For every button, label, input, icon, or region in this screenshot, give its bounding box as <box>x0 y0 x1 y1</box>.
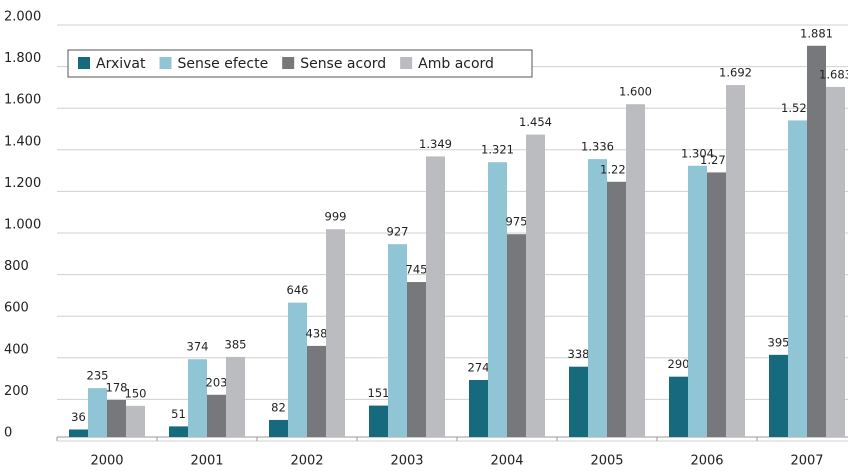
value-label: 1.272 <box>700 153 733 167</box>
bar <box>326 229 345 437</box>
y-tick-label: 1.400 <box>4 134 41 149</box>
bar <box>488 162 507 437</box>
y-tick-label: 1.200 <box>4 176 41 191</box>
bar <box>769 354 788 437</box>
y-tick-label: 200 <box>4 384 29 399</box>
bar <box>826 86 845 437</box>
bar <box>407 282 426 437</box>
bar <box>307 345 326 437</box>
bar <box>107 399 126 437</box>
bar <box>226 356 245 437</box>
value-label: 927 <box>387 225 409 239</box>
value-label: 290 <box>668 357 690 371</box>
legend-box <box>67 49 533 78</box>
bar <box>607 181 626 437</box>
bar <box>426 156 445 437</box>
value-label: 438 <box>306 326 328 340</box>
y-tick-label: 600 <box>4 301 29 316</box>
bar <box>569 366 588 437</box>
x-tick-label: 2002 <box>290 454 323 469</box>
legend-swatch <box>78 57 90 69</box>
bar <box>588 159 607 437</box>
bar <box>369 405 388 437</box>
bar <box>288 302 307 437</box>
bar <box>688 165 707 437</box>
value-label: 1.600 <box>619 85 652 99</box>
legend-label: Sense efecte <box>178 56 269 72</box>
x-tick-label: 2004 <box>490 454 523 469</box>
bar <box>526 134 545 437</box>
legend-label: Arxivat <box>96 56 146 72</box>
bar <box>169 426 188 437</box>
x-tick-label: 2007 <box>790 454 823 469</box>
value-label: 374 <box>187 340 209 354</box>
bar <box>188 359 207 437</box>
value-label: 1.692 <box>719 66 752 80</box>
value-label: 1.349 <box>419 137 452 151</box>
bar <box>707 172 726 437</box>
value-label: 975 <box>506 215 528 229</box>
value-label: 385 <box>225 337 247 351</box>
value-label: 745 <box>406 263 428 277</box>
value-label: 999 <box>325 210 347 224</box>
y-tick-label: 1.800 <box>4 51 41 66</box>
legend-label: Amb acord <box>418 56 494 72</box>
value-label: 1.683 <box>819 67 848 81</box>
value-label: 1.881 <box>800 26 833 40</box>
x-tick-label: 2006 <box>690 454 723 469</box>
bar <box>388 244 407 437</box>
value-label: 1.522 <box>781 101 814 115</box>
value-label: 151 <box>368 386 390 400</box>
value-label: 1.227 <box>600 162 633 176</box>
bar <box>207 394 226 437</box>
legend-swatch <box>159 57 172 69</box>
value-label: 1.454 <box>519 115 552 129</box>
bar <box>669 376 688 437</box>
y-tick-label: 800 <box>4 259 29 274</box>
value-label: 178 <box>106 380 128 394</box>
value-label: 646 <box>287 283 309 297</box>
bar <box>807 45 826 437</box>
x-tick-label: 2000 <box>90 454 123 469</box>
legend-swatch <box>400 57 413 69</box>
legend-swatch <box>282 57 295 69</box>
value-label: 1.321 <box>481 143 514 157</box>
bar <box>88 388 107 437</box>
y-tick-label: 1.600 <box>4 93 41 108</box>
bar <box>69 429 88 437</box>
value-label: 36 <box>71 410 86 424</box>
x-tick-label: 2005 <box>590 454 623 469</box>
bar <box>469 380 488 437</box>
value-label: 338 <box>568 347 590 361</box>
bar <box>126 405 145 437</box>
legend-label: Sense acord <box>300 56 386 72</box>
value-label: 1.336 <box>581 140 614 154</box>
bar <box>507 234 526 437</box>
bar <box>788 120 807 437</box>
value-label: 150 <box>125 386 147 400</box>
bar <box>626 104 645 437</box>
value-label: 1.304 <box>681 146 714 160</box>
x-tick-label: 2003 <box>390 454 423 469</box>
bar <box>726 85 745 438</box>
y-tick-label: 0 <box>4 426 12 441</box>
bar <box>269 419 288 437</box>
y-tick-label: 1.000 <box>4 218 41 233</box>
value-label: 395 <box>768 335 790 349</box>
value-label: 235 <box>87 369 109 383</box>
x-tick-label: 2001 <box>190 454 223 469</box>
y-tick-label: 2.000 <box>4 10 41 25</box>
value-label: 51 <box>171 407 186 421</box>
value-label: 274 <box>468 361 490 375</box>
value-label: 82 <box>271 400 286 414</box>
y-tick-label: 400 <box>4 342 29 357</box>
value-label: 203 <box>206 375 228 389</box>
